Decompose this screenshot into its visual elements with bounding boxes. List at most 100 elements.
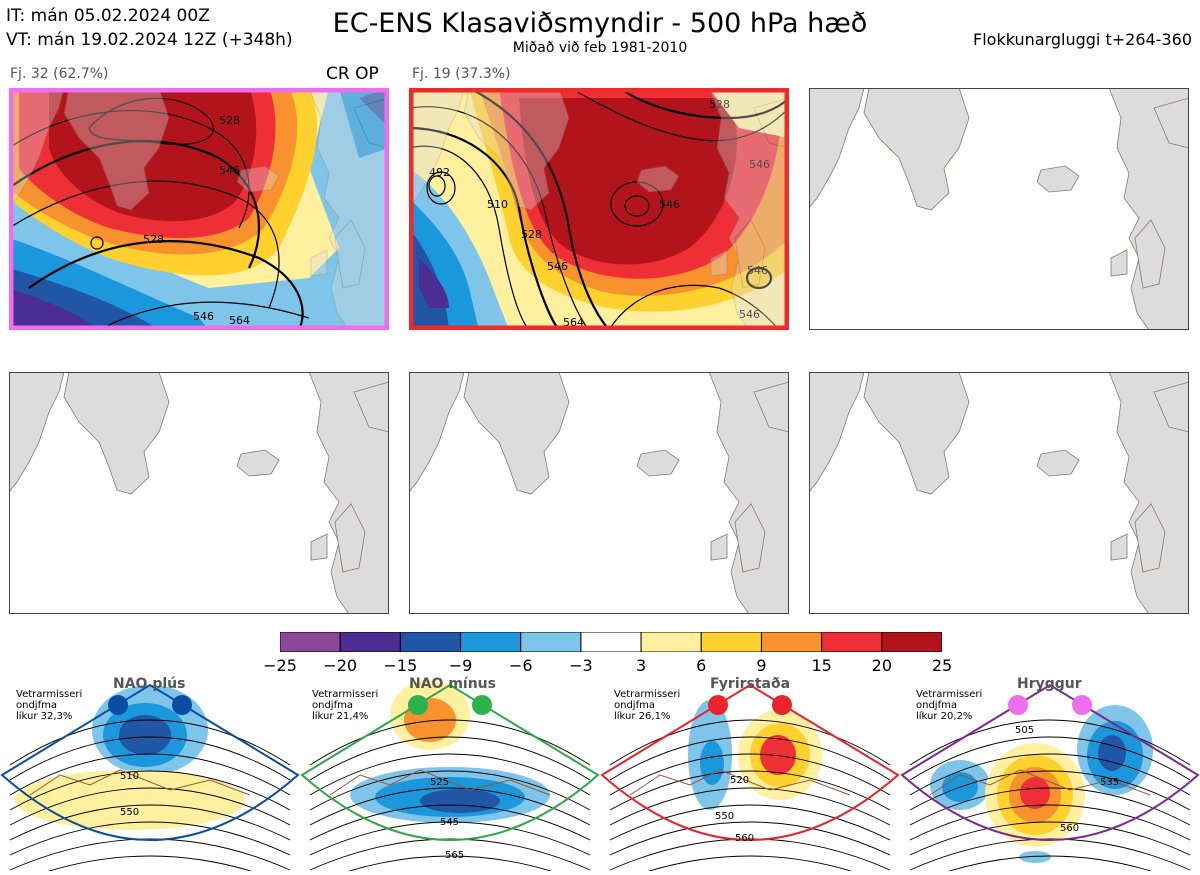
contour-label: 520 [730, 775, 749, 786]
page-subtitle: Miðað við feb 1981-2010 [512, 40, 688, 56]
regime-note-nao-minus: Vetrarmisseri ondjfma líkur 21,4% [312, 689, 379, 722]
height-contour [9, 821, 291, 856]
height-contour [909, 753, 1191, 796]
contour-label: 510 [120, 771, 139, 782]
anomaly-region [15, 770, 245, 830]
height-contour [9, 838, 291, 871]
height-contour [609, 804, 891, 841]
init-time-label: IT: mán 05.02.2024 00Z VT: mán 19.02.202… [6, 4, 293, 52]
contour-label: 535 [1100, 777, 1119, 788]
coastline [329, 769, 551, 796]
contour-label: 510 [487, 198, 508, 211]
vt-line: VT: mán 19.02.2024 12Z (+348h) [6, 30, 293, 50]
window-label: Flokkunargluggi t+264-360 [973, 30, 1192, 49]
colorbar-swatch [821, 631, 883, 653]
height-contour [609, 821, 891, 856]
contour-label: 550 [715, 811, 734, 822]
regime-outline [0, 683, 300, 841]
colorbar-tick-label: 6 [696, 656, 707, 675]
colorbar-swatch [760, 631, 823, 653]
regime-title-blocking: Fyrirstaða [710, 676, 791, 692]
contour-label: 528 [143, 233, 164, 246]
regime-dot [772, 695, 792, 715]
colorbar-tick-label: 9 [756, 656, 767, 675]
it-line: IT: mán 05.02.2024 00Z [6, 6, 210, 26]
cluster-panel-2: 492 510 528 546 546 546 528 546 564 546 [409, 88, 789, 330]
panel-frame [9, 88, 389, 330]
colorbar-swatch [339, 631, 401, 653]
height-contour [9, 719, 291, 766]
anomaly-region [1098, 735, 1126, 771]
colorbar-tick-label: −25 [263, 656, 297, 675]
contour-label: 546 [193, 310, 214, 323]
height-contour [909, 804, 1191, 841]
regime-outline [300, 683, 600, 841]
height-contour [9, 736, 291, 781]
contour-label: 505 [1015, 725, 1034, 736]
regime-dot [1072, 695, 1092, 715]
height-contour [309, 804, 591, 841]
colorbar-swatch [881, 631, 943, 653]
cluster-panel-1: 528 546 528 546 564 [9, 88, 389, 330]
contour-label: 545 [440, 817, 459, 828]
anomaly-region [119, 715, 171, 755]
height-contour [635, 855, 865, 875]
colorbar-tick-label: −3 [569, 656, 593, 675]
regime-title-ridge: Hryggur [1017, 676, 1082, 692]
colorbar-swatch [580, 631, 642, 653]
height-contour [609, 719, 891, 766]
colorbar-swatch [520, 631, 582, 653]
height-contour [309, 821, 591, 856]
colorbar-swatch [640, 631, 702, 653]
empty-map-5 [409, 372, 789, 614]
regime-title-nao-plus: NAO plús [113, 676, 186, 692]
colorbar-tick-label: 3 [635, 656, 647, 675]
contour-label: 565 [445, 850, 464, 861]
contour-label: 550 [120, 807, 139, 818]
contour-label: 492 [429, 166, 450, 179]
regime-title-nao-minus: NAO mínus [409, 676, 496, 692]
contour-label: 528 [521, 228, 542, 241]
cluster-map-1: 528 546 528 546 564 [9, 88, 389, 330]
contour-label: 564 [229, 314, 250, 327]
height-contour [909, 736, 1191, 781]
anomaly-region [760, 735, 796, 775]
panel-frame [409, 88, 789, 330]
panel-1-label: Fj. 32 (62.7%) [10, 66, 109, 82]
colorbar-swatches [279, 631, 943, 653]
regime-note-nao-plus: Vetrarmisseri ondjfma líkur 32,3% [16, 689, 83, 722]
coastline [929, 769, 1151, 796]
coastline [29, 769, 251, 796]
contour-label: 525 [430, 777, 449, 788]
regime-dot [408, 695, 428, 715]
colorbar-tick-label: −6 [508, 656, 533, 675]
regime-dot [708, 695, 728, 715]
regime-dot [108, 695, 128, 715]
regime-outline [900, 683, 1200, 841]
height-contour [609, 770, 891, 811]
colorbar-tick-label: −9 [448, 656, 473, 675]
colorbar [279, 631, 943, 653]
contour-label: 546 [659, 198, 680, 211]
height-contour [9, 804, 291, 841]
cluster-panel-3 [809, 88, 1189, 330]
contour-label: 546 [547, 260, 568, 273]
empty-map-3 [809, 88, 1189, 330]
contour-label: 560 [1060, 823, 1079, 834]
contour-label: 546 [219, 164, 240, 177]
colorbar-tick-label: −15 [383, 656, 418, 675]
colorbar-swatch [700, 631, 762, 653]
cluster-panel-4 [9, 372, 389, 614]
height-contour [609, 753, 891, 796]
regime-outline [600, 683, 900, 841]
colorbar-swatch [279, 631, 341, 653]
anomaly-region [1020, 777, 1050, 809]
height-contour [909, 770, 1191, 811]
height-contour [35, 855, 265, 875]
height-contour [309, 736, 591, 781]
contour-label: 528 [219, 114, 240, 127]
colorbar-tick-label: 15 [811, 656, 832, 675]
regime-dot [172, 695, 192, 715]
height-contour [909, 719, 1191, 766]
